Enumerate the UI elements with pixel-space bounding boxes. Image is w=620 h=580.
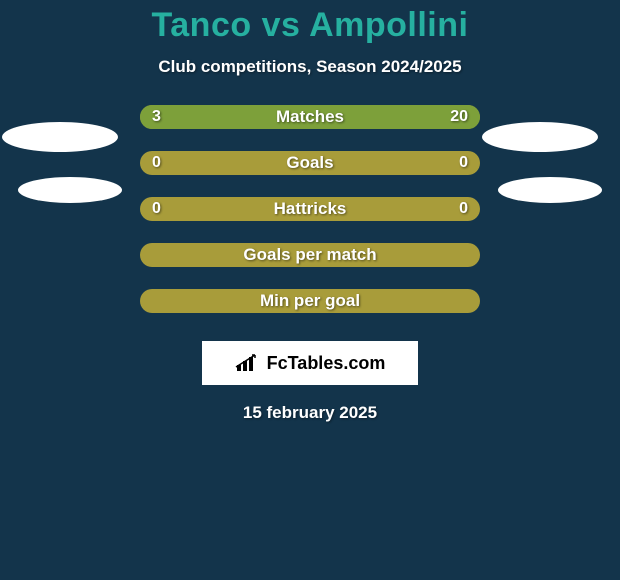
page-title: Tanco vs Ampollini xyxy=(0,0,620,45)
stat-bar-value-right: 20 xyxy=(450,108,468,126)
stat-bar-label: Hattricks xyxy=(274,199,347,219)
stat-bar-value-right: 0 xyxy=(459,154,468,172)
stat-bar-label: Goals xyxy=(286,153,333,173)
logo-inner: FcTables.com xyxy=(235,353,386,374)
decorative-ellipse xyxy=(482,122,598,152)
stat-bar-fill-left xyxy=(140,105,184,129)
stat-bar-label: Goals per match xyxy=(243,245,376,265)
stat-bar: Goals per match xyxy=(140,243,480,267)
title-separator: vs xyxy=(262,6,301,44)
decorative-ellipse xyxy=(18,177,122,203)
logo-box: FcTables.com xyxy=(202,341,418,385)
stat-bar: Matches 3 20 xyxy=(140,105,480,129)
stat-bar-value-left: 0 xyxy=(152,154,161,172)
content-root: Tanco vs Ampollini Club competitions, Se… xyxy=(0,0,620,580)
stat-bar-label: Min per goal xyxy=(260,291,360,311)
title-player-right: Ampollini xyxy=(309,6,468,44)
decorative-ellipse xyxy=(498,177,602,203)
date-text: 15 february 2025 xyxy=(0,403,620,423)
stat-bar: Min per goal xyxy=(140,289,480,313)
logo-text: FcTables.com xyxy=(267,353,386,374)
decorative-ellipse xyxy=(2,122,118,152)
title-player-left: Tanco xyxy=(152,6,252,44)
subtitle: Club competitions, Season 2024/2025 xyxy=(0,57,620,77)
stat-bar-value-left: 0 xyxy=(152,200,161,218)
stat-bar-label: Matches xyxy=(276,107,344,127)
bar-chart-icon xyxy=(235,353,261,373)
stat-bar-value-right: 0 xyxy=(459,200,468,218)
stat-bar: Goals 0 0 xyxy=(140,151,480,175)
stat-bar: Hattricks 0 0 xyxy=(140,197,480,221)
stat-bar-value-left: 3 xyxy=(152,108,161,126)
